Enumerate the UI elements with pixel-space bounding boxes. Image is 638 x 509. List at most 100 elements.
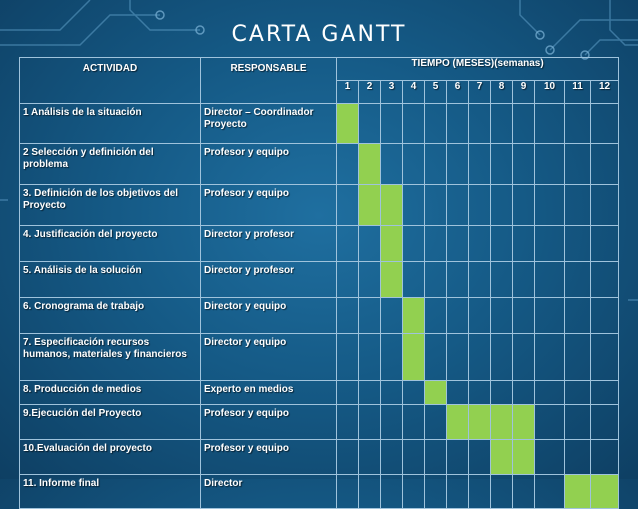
gantt-empty-cell bbox=[534, 439, 565, 475]
gantt-empty-cell bbox=[424, 297, 447, 334]
gantt-empty-cell bbox=[490, 474, 513, 509]
time-header: TIEMPO (MESES)(semanas) bbox=[335, 57, 620, 81]
gantt-empty-cell bbox=[424, 404, 447, 440]
activity-cell: 6. Cronograma de trabajo bbox=[19, 297, 201, 334]
gantt-empty-cell bbox=[564, 143, 591, 185]
gantt-empty-cell bbox=[589, 439, 620, 475]
circuit-background bbox=[0, 0, 638, 301]
gantt-empty-cell bbox=[424, 333, 447, 381]
gantt-empty-cell bbox=[402, 225, 425, 262]
gantt-empty-cell bbox=[424, 474, 447, 509]
gantt-empty-cell bbox=[589, 404, 620, 440]
gantt-bar-cell bbox=[490, 404, 513, 440]
gantt-empty-cell bbox=[380, 143, 403, 185]
gantt-empty-cell bbox=[380, 297, 403, 334]
responsible-cell: Director y equipo bbox=[200, 333, 337, 381]
gantt-empty-cell bbox=[564, 103, 591, 144]
gantt-empty-cell bbox=[380, 439, 403, 475]
gantt-empty-cell bbox=[490, 225, 513, 262]
gantt-empty-cell bbox=[564, 439, 591, 475]
responsible-cell: Director y equipo bbox=[200, 297, 337, 334]
gantt-empty-cell bbox=[589, 297, 620, 334]
gantt-empty-cell bbox=[490, 297, 513, 334]
gantt-empty-cell bbox=[512, 474, 535, 509]
week-number: 6 bbox=[446, 80, 469, 104]
gantt-bar-cell bbox=[380, 225, 403, 262]
gantt-empty-cell bbox=[512, 261, 535, 298]
gantt-empty-cell bbox=[446, 225, 469, 262]
gantt-empty-cell bbox=[534, 225, 565, 262]
activity-row: 8. Producción de medios Experto en medios bbox=[19, 380, 620, 405]
gantt-empty-cell bbox=[424, 103, 447, 144]
week-number: 9 bbox=[512, 80, 535, 104]
gantt-empty-cell bbox=[534, 474, 565, 509]
gantt-empty-cell bbox=[589, 333, 620, 381]
gantt-empty-cell bbox=[358, 404, 381, 440]
gantt-empty-cell bbox=[534, 184, 565, 226]
activity-row: 9.Ejecución del Proyecto Profesor y equip… bbox=[19, 404, 620, 440]
gantt-empty-cell bbox=[468, 184, 491, 226]
responsible-cell: Director y profesor bbox=[200, 261, 337, 298]
week-number: 8 bbox=[490, 80, 513, 104]
gantt-empty-cell bbox=[336, 474, 359, 509]
gantt-empty-cell bbox=[358, 439, 381, 475]
gantt-empty-cell bbox=[446, 333, 469, 381]
gantt-empty-cell bbox=[564, 225, 591, 262]
gantt-bar-cell bbox=[512, 404, 535, 440]
gantt-empty-cell bbox=[589, 261, 620, 298]
gantt-empty-cell bbox=[564, 184, 591, 226]
gantt-empty-cell bbox=[512, 103, 535, 144]
gantt-empty-cell bbox=[380, 103, 403, 144]
gantt-bar-cell bbox=[589, 474, 620, 509]
week-number: 2 bbox=[358, 80, 381, 104]
gantt-empty-cell bbox=[490, 103, 513, 144]
gantt-empty-cell bbox=[564, 380, 591, 405]
gantt-empty-cell bbox=[402, 380, 425, 405]
gantt-empty-cell bbox=[424, 143, 447, 185]
gantt-empty-cell bbox=[589, 184, 620, 226]
gantt-empty-cell bbox=[336, 439, 359, 475]
gantt-empty-cell bbox=[358, 261, 381, 298]
week-number: 12 bbox=[589, 80, 620, 104]
gantt-empty-cell bbox=[380, 404, 403, 440]
gantt-empty-cell bbox=[490, 143, 513, 185]
activity-cell: 7. Especificación recursos humanos, mate… bbox=[19, 333, 201, 381]
gantt-empty-cell bbox=[446, 297, 469, 334]
gantt-empty-cell bbox=[380, 380, 403, 405]
gantt-empty-cell bbox=[336, 184, 359, 226]
responsible-cell: Profesor y equipo bbox=[200, 143, 337, 185]
gantt-empty-cell bbox=[468, 474, 491, 509]
gantt-empty-cell bbox=[446, 380, 469, 405]
responsible-cell: Profesor y equipo bbox=[200, 184, 337, 226]
page-title: CARTA GANTT bbox=[231, 22, 407, 47]
activity-cell: 3. Definición de los objetivos del Proye… bbox=[19, 184, 201, 226]
gantt-empty-cell bbox=[424, 261, 447, 298]
gantt-empty-cell bbox=[336, 225, 359, 262]
gantt-empty-cell bbox=[402, 143, 425, 185]
gantt-bar-cell bbox=[446, 404, 469, 440]
gantt-bar-cell bbox=[336, 103, 359, 144]
activity-header: ACTIVIDAD bbox=[19, 57, 201, 104]
gantt-empty-cell bbox=[446, 184, 469, 226]
gantt-empty-cell bbox=[402, 261, 425, 298]
gantt-empty-cell bbox=[490, 333, 513, 381]
gantt-empty-cell bbox=[402, 474, 425, 509]
gantt-empty-cell bbox=[468, 143, 491, 185]
gantt-empty-cell bbox=[446, 103, 469, 144]
gantt-empty-cell bbox=[468, 225, 491, 262]
gantt-empty-cell bbox=[336, 404, 359, 440]
gantt-empty-cell bbox=[424, 225, 447, 262]
gantt-empty-cell bbox=[336, 297, 359, 334]
week-number: 3 bbox=[380, 80, 403, 104]
gantt-empty-cell bbox=[468, 333, 491, 381]
gantt-empty-cell bbox=[512, 333, 535, 381]
gantt-empty-cell bbox=[564, 404, 591, 440]
responsible-cell: Profesor y equipo bbox=[200, 439, 337, 475]
activity-cell: 10.Evaluación del proyecto bbox=[19, 439, 201, 475]
gantt-bar-cell bbox=[468, 404, 491, 440]
gantt-bar-cell bbox=[402, 333, 425, 381]
gantt-bar-cell bbox=[564, 474, 591, 509]
gantt-bar-cell bbox=[358, 184, 381, 226]
activity-cell: 4. Justificación del proyecto bbox=[19, 225, 201, 262]
responsible-cell: Director y profesor bbox=[200, 225, 337, 262]
